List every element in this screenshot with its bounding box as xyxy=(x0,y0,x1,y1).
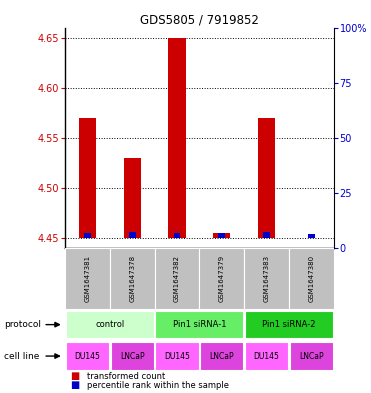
Bar xyxy=(289,248,334,309)
Bar xyxy=(66,342,109,370)
Text: transformed count: transformed count xyxy=(87,372,165,380)
Text: LNCaP: LNCaP xyxy=(210,352,234,360)
Text: protocol: protocol xyxy=(4,320,41,329)
Text: Pin1 siRNA-2: Pin1 siRNA-2 xyxy=(262,320,316,329)
Bar xyxy=(129,232,135,238)
Text: percentile rank within the sample: percentile rank within the sample xyxy=(87,381,229,389)
Bar xyxy=(219,233,225,238)
Bar xyxy=(200,248,244,309)
Bar xyxy=(124,158,141,238)
Text: GSM1647382: GSM1647382 xyxy=(174,255,180,301)
Bar xyxy=(111,342,154,370)
Bar xyxy=(110,248,155,309)
Text: ■: ■ xyxy=(70,371,80,381)
Bar xyxy=(168,37,186,238)
Bar xyxy=(66,311,154,338)
Bar xyxy=(155,342,198,370)
Bar xyxy=(245,342,288,370)
Bar xyxy=(155,248,200,309)
Text: LNCaP: LNCaP xyxy=(299,352,324,360)
Text: LNCaP: LNCaP xyxy=(120,352,144,360)
Text: ■: ■ xyxy=(70,380,80,390)
Text: GSM1647380: GSM1647380 xyxy=(308,255,315,301)
Text: control: control xyxy=(95,320,124,329)
Text: Pin1 siRNA-1: Pin1 siRNA-1 xyxy=(173,320,226,329)
Text: cell line: cell line xyxy=(4,352,39,360)
Bar xyxy=(258,118,275,238)
Bar xyxy=(308,234,315,238)
Text: GSM1647381: GSM1647381 xyxy=(84,255,91,301)
Text: DU145: DU145 xyxy=(164,352,190,360)
Bar xyxy=(290,342,333,370)
Bar xyxy=(213,233,230,238)
Text: GSM1647378: GSM1647378 xyxy=(129,255,135,301)
Title: GDS5805 / 7919852: GDS5805 / 7919852 xyxy=(140,13,259,26)
Bar xyxy=(245,311,333,338)
Bar xyxy=(200,342,243,370)
Bar xyxy=(84,233,91,238)
Bar xyxy=(174,233,180,238)
Bar xyxy=(65,248,110,309)
Text: GSM1647383: GSM1647383 xyxy=(264,255,270,301)
Bar xyxy=(263,232,270,238)
Text: DU145: DU145 xyxy=(254,352,280,360)
Bar xyxy=(244,248,289,309)
Bar xyxy=(79,118,96,238)
Text: DU145: DU145 xyxy=(75,352,100,360)
Bar xyxy=(155,311,243,338)
Text: GSM1647379: GSM1647379 xyxy=(219,255,225,301)
